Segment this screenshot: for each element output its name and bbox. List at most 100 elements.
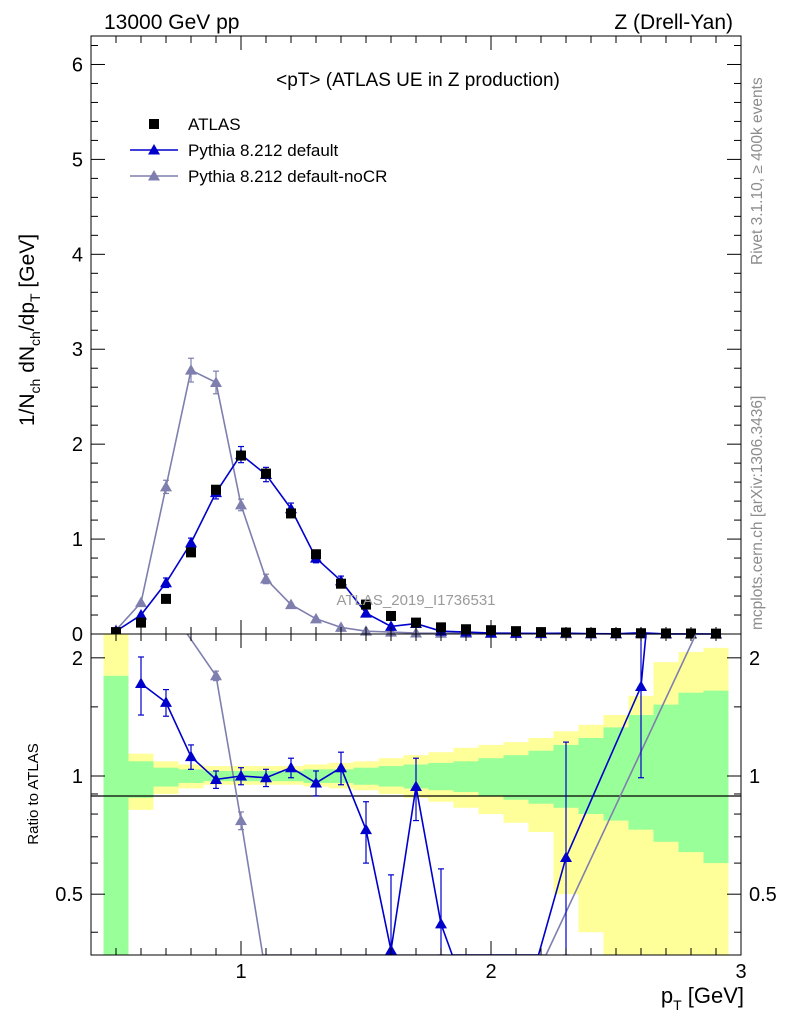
main-data-point bbox=[411, 617, 421, 628]
ratio-inner-band bbox=[678, 692, 704, 853]
main-data-point bbox=[385, 620, 397, 631]
main-axes: 0 1 2 3 4 5 6 bbox=[72, 36, 741, 646]
ratio-series-line bbox=[186, 634, 697, 955]
main-y-tick-label: 5 bbox=[72, 149, 83, 171]
main-data-point bbox=[135, 609, 147, 620]
rivet-label: Rivet 3.1.10, ≥ 400k events bbox=[749, 77, 766, 265]
ratio-data-point bbox=[310, 776, 322, 788]
main-data-point bbox=[386, 610, 396, 621]
ratio-data-point bbox=[135, 677, 147, 689]
main-data-point bbox=[360, 607, 372, 618]
ratio-inner-band bbox=[128, 761, 154, 798]
energy-label: 13000 GeV pp bbox=[104, 11, 239, 34]
y-label-part: [GeV] bbox=[16, 234, 39, 294]
main-data-point bbox=[336, 578, 346, 589]
main-data-point bbox=[260, 572, 272, 584]
main-data-point bbox=[236, 450, 246, 461]
legend-marker-triangle bbox=[148, 144, 160, 155]
ratio-inner-band bbox=[478, 758, 504, 796]
ratio-inner-band bbox=[103, 675, 129, 955]
main-y-tick-label: 3 bbox=[72, 339, 83, 361]
plot-title: <pT> (ATLAS UE in Z production) bbox=[276, 70, 560, 91]
legend-marker-triangle bbox=[148, 170, 160, 181]
ratio-y-tick-label-right: 2 bbox=[749, 648, 760, 670]
y-label-part: dN bbox=[16, 346, 39, 379]
main-data-point bbox=[160, 576, 172, 588]
ratio-inner-band bbox=[378, 766, 404, 787]
ratio-inner-band bbox=[653, 704, 679, 842]
ratio-y-axis-label: Ratio to ATLAS bbox=[25, 743, 42, 844]
main-data-point bbox=[185, 364, 197, 375]
ratio-y-tick-label-left: 0.5 bbox=[55, 884, 83, 906]
ratio-y-tick-label-left: 1 bbox=[72, 766, 83, 788]
main-data-point bbox=[211, 484, 221, 495]
main-data-point bbox=[311, 549, 321, 560]
ratio-inner-band bbox=[153, 767, 179, 787]
ratio-data-point bbox=[335, 761, 347, 773]
ratio-inner-band bbox=[703, 690, 729, 864]
legend-entry-label: Pythia 8.212 default bbox=[188, 141, 339, 160]
ratio-axes: 0.5 0.5 1 1 2 2 1 2 3 bbox=[55, 634, 777, 983]
y-label-part: 1/N bbox=[16, 393, 39, 426]
process-label: Z (Drell-Yan) bbox=[614, 11, 733, 34]
ratio-data-point bbox=[210, 773, 222, 784]
x-label-subscript: T bbox=[673, 997, 682, 1013]
main-data-point bbox=[335, 621, 347, 632]
main-data-point bbox=[285, 598, 297, 610]
ratio-data-point bbox=[285, 761, 297, 773]
ratio-inner-band bbox=[353, 767, 379, 785]
ratio-data-point bbox=[160, 696, 172, 707]
main-y-tick-label: 1 bbox=[72, 529, 83, 551]
ratio-panel: 0.5 0.5 1 1 2 2 1 2 3 Ratio to ATLAS bbox=[25, 633, 777, 983]
ratio-inner-band bbox=[528, 750, 554, 804]
ratio-y-tick-label-right: 1 bbox=[749, 766, 760, 788]
ratio-inner-band bbox=[453, 761, 479, 793]
ratio-data-point bbox=[210, 669, 222, 681]
y-label-subscript: T bbox=[27, 293, 43, 302]
ratio-data-point bbox=[235, 770, 247, 781]
main-data-point bbox=[186, 547, 196, 558]
main-data-point bbox=[160, 480, 172, 492]
ratio-inner-band bbox=[578, 737, 604, 815]
main-y-axis-label: 1/Nch dNch/dpT [GeV] bbox=[16, 234, 43, 426]
y-label-subscript: ch bbox=[27, 379, 43, 394]
ratio-data-point bbox=[360, 823, 372, 835]
main-data-point bbox=[361, 599, 371, 610]
ratio-y-tick-label-left: 2 bbox=[72, 648, 83, 670]
x-axis-label: pT [GeV] bbox=[661, 983, 744, 1013]
main-y-tick-label: 4 bbox=[72, 244, 83, 266]
ratio-series-line bbox=[140, 634, 647, 955]
ratio-data-point bbox=[260, 771, 272, 783]
main-data-point bbox=[286, 508, 296, 519]
ratio-inner-band bbox=[503, 755, 529, 800]
ratio-data-point bbox=[185, 750, 197, 762]
main-data-point bbox=[135, 596, 147, 608]
main-data-point bbox=[161, 593, 171, 604]
ratio-series-clipped bbox=[135, 634, 697, 955]
ratio-series-layer bbox=[135, 634, 697, 955]
main-y-tick-label: 2 bbox=[72, 434, 83, 456]
y-label-subscript: ch bbox=[27, 331, 43, 346]
analysis-watermark: ATLAS_2019_I1736531 bbox=[336, 592, 495, 609]
legend-entry-label: ATLAS bbox=[188, 115, 241, 134]
x-tick-label: 2 bbox=[485, 961, 496, 983]
ratio-data-point bbox=[435, 917, 447, 929]
ratio-data-point bbox=[410, 780, 422, 792]
main-data-point bbox=[261, 468, 271, 479]
x-label-part: [GeV] bbox=[682, 983, 744, 1008]
y-label-part: /dp bbox=[16, 302, 39, 331]
ratio-data-point bbox=[635, 680, 647, 692]
legend-marker-square bbox=[149, 119, 159, 129]
main-data-point bbox=[136, 617, 146, 628]
main-y-tick-label: 0 bbox=[72, 624, 83, 646]
mcplots-label: mcplots.cern.ch [arXiv:1306.3436] bbox=[749, 396, 766, 630]
ratio-data-point bbox=[235, 814, 247, 826]
legend: ATLAS Pythia 8.212 default Pythia 8.212 de… bbox=[130, 115, 387, 186]
x-tick-label: 3 bbox=[735, 961, 746, 983]
main-y-tick-label: 6 bbox=[72, 54, 83, 76]
x-label-part: p bbox=[661, 983, 673, 1008]
main-data-point bbox=[185, 536, 197, 548]
ratio-inner-band bbox=[428, 762, 454, 791]
